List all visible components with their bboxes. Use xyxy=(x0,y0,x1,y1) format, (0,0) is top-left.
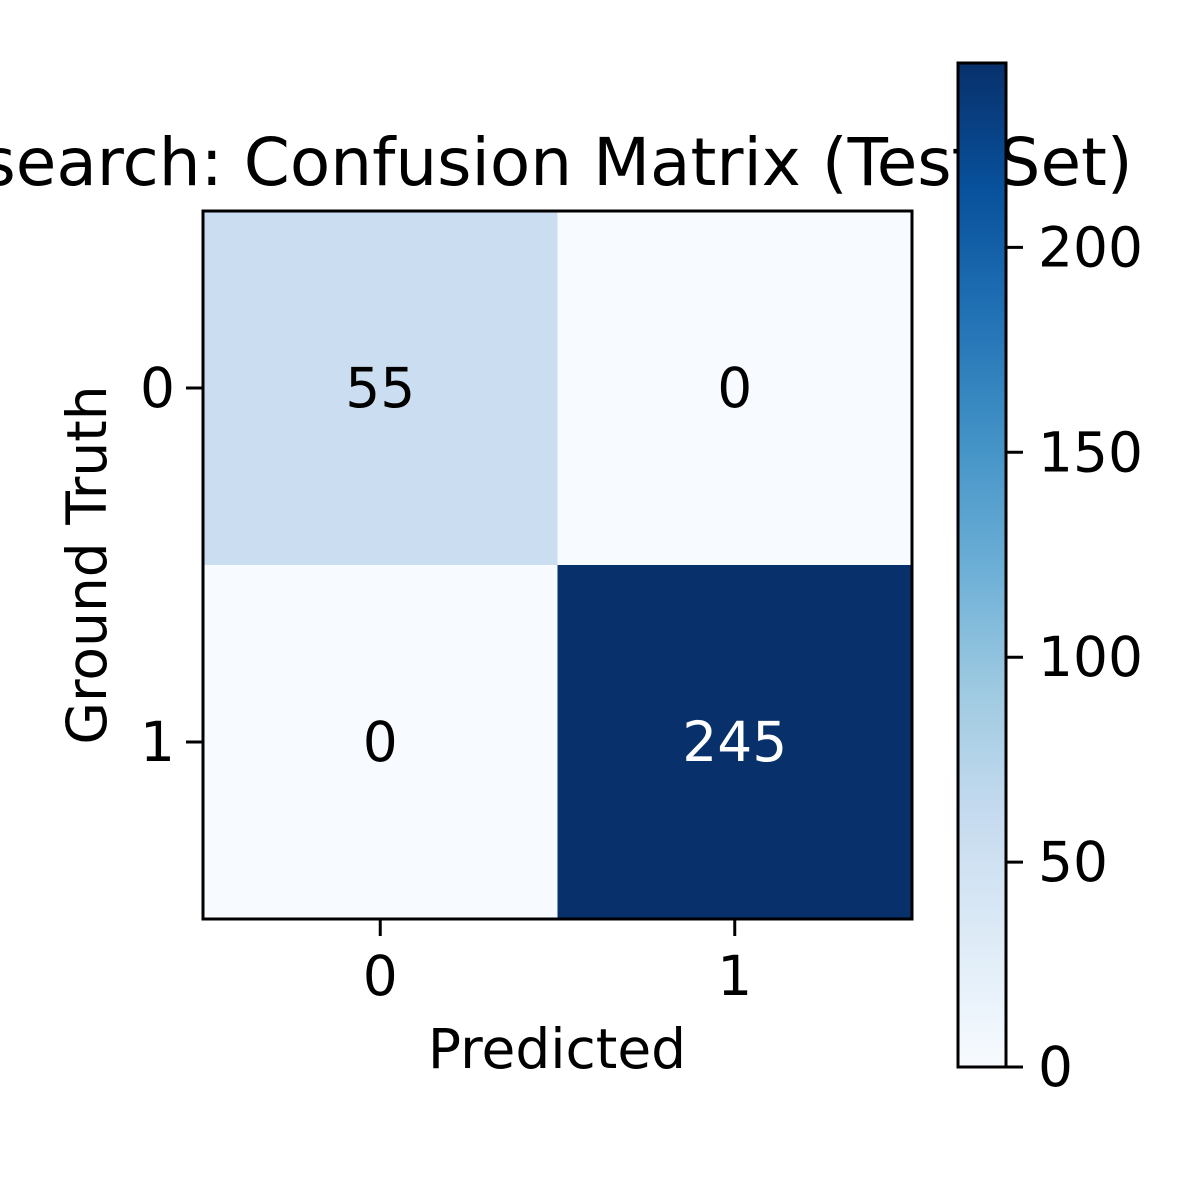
x-tick-label-0: 0 xyxy=(363,944,398,1008)
heatmap-cell-0-1 xyxy=(557,211,913,566)
y-tick-label-0: 0 xyxy=(140,356,175,420)
colorbar-tick-label-3: 150 xyxy=(1038,420,1143,484)
colorbar-ticks: 0 50 100 150 200 xyxy=(1006,215,1143,1099)
colorbar-frame xyxy=(956,61,1008,1069)
cell-value-1-1: 245 xyxy=(682,710,787,774)
heatmap-cell-0-0 xyxy=(203,211,558,566)
cell-value-labels: 55 0 0 245 xyxy=(345,356,787,774)
chart-title: search: Confusion Matrix (Test Set) xyxy=(0,124,1133,201)
x-tick-label-1: 1 xyxy=(717,944,752,1008)
cell-value-1-0: 0 xyxy=(363,710,398,774)
cell-value-0-1: 0 xyxy=(717,356,752,420)
heatmap-cell-1-1 xyxy=(557,565,913,920)
colorbar-tick-label-0: 0 xyxy=(1038,1035,1073,1099)
colorbar-tick-label-4: 200 xyxy=(1038,215,1143,279)
y-axis-label: Ground Truth xyxy=(55,385,119,744)
cell-value-0-0: 55 xyxy=(345,356,415,420)
heatmap-cells xyxy=(203,211,913,920)
colorbar-gradient xyxy=(958,63,1006,1067)
colorbar-tick-label-1: 50 xyxy=(1038,830,1108,894)
colorbar: 0 50 100 150 200 xyxy=(956,61,1143,1099)
plot-frame xyxy=(201,209,914,921)
colorbar-tick-label-2: 100 xyxy=(1038,625,1143,689)
x-axis-label: Predicted xyxy=(428,1017,686,1081)
heatmap-cell-1-0 xyxy=(203,565,558,920)
y-tick-label-1: 1 xyxy=(140,710,175,774)
y-axis: 01 xyxy=(140,356,203,774)
